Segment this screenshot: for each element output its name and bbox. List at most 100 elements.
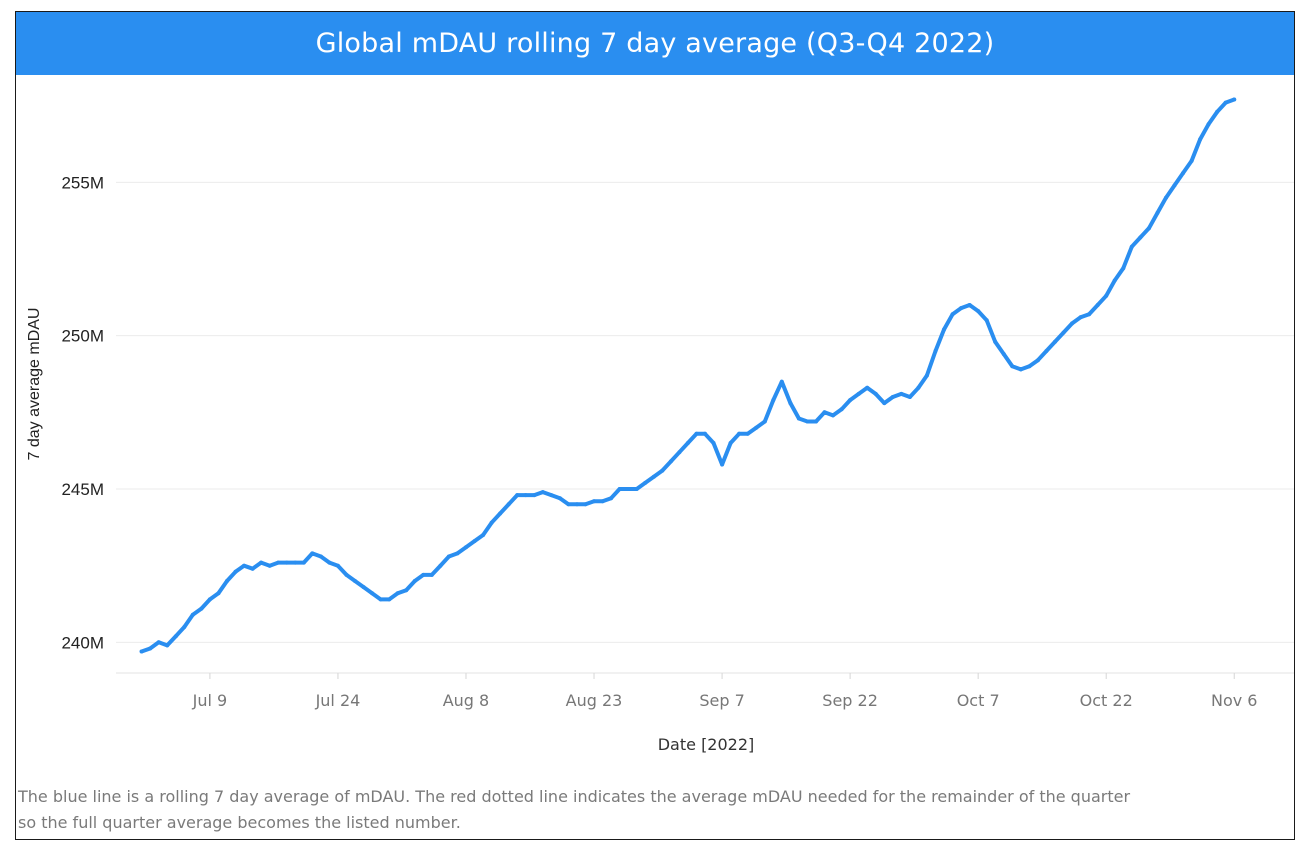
data-point	[301, 560, 306, 565]
data-point	[856, 391, 861, 396]
data-point	[1095, 303, 1100, 307]
data-point	[933, 349, 938, 353]
data-point	[532, 493, 537, 498]
data-point	[1104, 293, 1109, 298]
data-point	[259, 560, 264, 565]
data-point	[617, 487, 622, 491]
data-point	[668, 459, 673, 464]
data-point	[737, 431, 742, 436]
data-point	[651, 474, 656, 479]
data-point	[762, 419, 767, 424]
data-point	[942, 327, 946, 332]
data-point	[1121, 266, 1126, 271]
data-point	[156, 640, 161, 645]
data-point	[276, 560, 281, 565]
data-point	[685, 441, 690, 445]
data-point	[455, 551, 460, 556]
y-tick-label: 240M	[61, 633, 104, 652]
data-point	[216, 591, 221, 596]
data-point	[335, 563, 340, 568]
data-point	[822, 410, 827, 415]
data-point	[250, 566, 255, 571]
data-point	[361, 585, 366, 590]
data-point	[1035, 358, 1040, 363]
data-point	[626, 487, 631, 491]
data-point	[984, 318, 989, 323]
data-point	[771, 398, 776, 403]
data-point	[267, 563, 272, 568]
footnote-line-2: so the full quarter average becomes the …	[18, 813, 461, 832]
footnote-line-1: The blue line is a rolling 7 day average…	[18, 787, 1131, 806]
data-point	[1181, 171, 1185, 176]
data-point	[472, 539, 477, 544]
data-point	[506, 502, 511, 507]
data-point	[165, 643, 170, 648]
data-point	[660, 468, 665, 473]
data-point	[225, 579, 229, 583]
data-point	[993, 339, 998, 344]
data-point	[1215, 109, 1220, 114]
data-point	[703, 431, 707, 436]
data-point	[788, 401, 793, 406]
data-point	[310, 551, 315, 556]
data-point	[1078, 315, 1083, 320]
data-point	[233, 569, 238, 574]
data-point	[1087, 312, 1092, 317]
data-point	[489, 520, 494, 525]
data-point	[1155, 211, 1160, 215]
data-point	[318, 554, 323, 559]
x-tick-label: Jul 24	[315, 691, 361, 710]
data-point	[1198, 137, 1203, 142]
data-point	[873, 391, 878, 396]
data-point	[1206, 122, 1211, 127]
data-point	[677, 450, 682, 455]
data-point	[207, 597, 212, 602]
data-point	[190, 612, 195, 617]
data-point	[1112, 278, 1117, 283]
chart-footnote: The blue line is a rolling 7 day average…	[18, 784, 1294, 836]
data-point	[950, 312, 955, 317]
data-point	[1189, 158, 1194, 163]
data-point	[924, 373, 929, 378]
data-point	[890, 395, 895, 399]
data-point	[814, 419, 818, 424]
data-point	[566, 502, 571, 507]
y-tick-label: 245M	[61, 480, 104, 499]
data-point	[839, 407, 844, 412]
data-point	[959, 306, 964, 311]
chart-frame: Global mDAU rolling 7 day average (Q3-Q4…	[15, 11, 1295, 840]
x-tick-label: Oct 7	[957, 691, 1000, 710]
data-point	[643, 480, 648, 485]
data-point	[899, 391, 904, 396]
data-point	[293, 560, 298, 565]
data-points	[139, 97, 1237, 654]
data-point	[1018, 367, 1023, 372]
y-axis-title: 7 day average mDAU	[26, 308, 43, 461]
data-point	[182, 625, 187, 629]
data-point	[1223, 100, 1228, 105]
data-point	[848, 398, 853, 403]
data-point	[728, 441, 733, 445]
data-point	[387, 597, 392, 602]
data-point	[976, 309, 981, 314]
data-point	[1070, 321, 1075, 326]
data-point	[481, 533, 486, 537]
y-tick-label: 250M	[61, 327, 104, 346]
data-point	[1232, 97, 1237, 102]
data-point	[600, 499, 605, 504]
x-axis-title: Date [2022]	[658, 735, 755, 754]
x-tick-label: Jul 9	[192, 691, 228, 710]
data-point	[575, 502, 579, 507]
data-point	[464, 545, 468, 550]
x-tick-label: Sep 22	[822, 691, 878, 710]
data-point	[327, 560, 332, 565]
data-point	[1164, 195, 1168, 200]
data-point	[370, 591, 375, 596]
data-point	[916, 385, 921, 390]
x-tick-label: Oct 22	[1080, 691, 1133, 710]
data-point	[446, 554, 451, 559]
data-point	[549, 493, 554, 498]
data-point	[429, 572, 434, 577]
data-point	[1129, 244, 1134, 249]
y-tick-label: 255M	[61, 173, 104, 192]
